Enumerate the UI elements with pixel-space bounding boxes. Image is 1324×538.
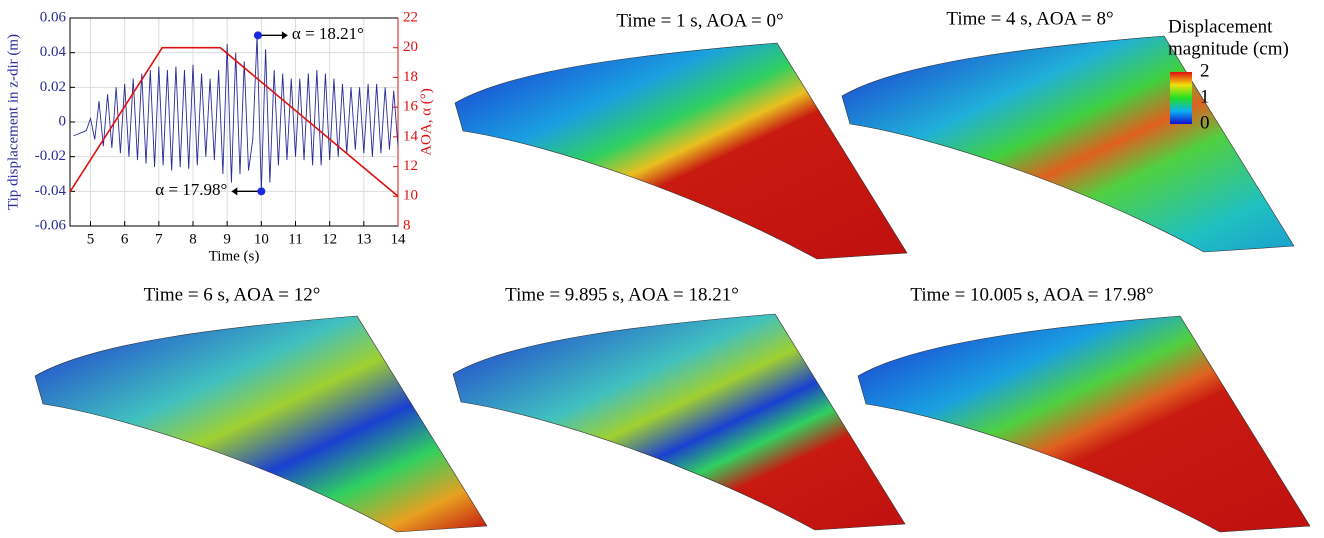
panel-title: Time = 10.005 s, AOA = 17.98° — [910, 284, 1153, 305]
x-tick-label: 12 — [322, 231, 337, 247]
wing-render — [841, 35, 1295, 253]
y-tick-label: 0.02 — [40, 79, 66, 95]
colorbar-title: Displacement — [1168, 16, 1273, 37]
x-tick-label: 14 — [391, 231, 407, 247]
panel-title: Time = 6 s, AOA = 12° — [144, 284, 321, 305]
colorbar-tick-label: 1 — [1200, 86, 1210, 107]
annotation-arrowhead — [231, 187, 238, 196]
annotation-point — [253, 31, 262, 40]
y2-tick-label: 10 — [403, 188, 418, 204]
panel-title: Time = 1 s, AOA = 0° — [616, 10, 783, 31]
x-tick-label: 7 — [155, 231, 163, 247]
wing-render — [452, 313, 906, 531]
x-tick-label: 6 — [121, 231, 129, 247]
annotation-label: α = 18.21° — [292, 24, 364, 43]
annotation-arrowhead — [281, 31, 288, 40]
colorbar-tick-label: 0 — [1200, 112, 1210, 133]
y-axis-label: Tip displacement in z-dir (m) — [5, 34, 21, 210]
x-tick-label: 13 — [356, 231, 371, 247]
panel-title: Time = 9.895 s, AOA = 18.21° — [505, 284, 739, 305]
colorbar-tick-label: 2 — [1200, 60, 1210, 81]
y2-tick-label: 18 — [403, 69, 418, 85]
annotation-point — [257, 187, 266, 196]
y2-tick-label: 12 — [403, 158, 418, 174]
y2-tick-label: 22 — [403, 9, 418, 25]
x-tick-label: 5 — [87, 231, 95, 247]
wing-render — [857, 315, 1311, 533]
panel-title: Time = 4 s, AOA = 8° — [946, 8, 1113, 29]
colorbar-title: magnitude (cm) — [1168, 38, 1289, 59]
y2-tick-label: 20 — [403, 39, 418, 55]
data-line — [73, 35, 399, 192]
y-tick-label: -0.02 — [35, 148, 66, 164]
x-tick-label: 8 — [189, 231, 197, 247]
wing-render — [454, 42, 908, 260]
y2-axis-label: AOA, α (°) — [418, 88, 434, 156]
x-tick-label: 11 — [288, 231, 302, 247]
y-tick-label: -0.06 — [35, 217, 67, 233]
y-tick-label: 0.06 — [40, 9, 67, 25]
x-axis-label: Time (s) — [209, 248, 260, 264]
y2-tick-label: 8 — [403, 217, 411, 233]
y2-tick-label: 16 — [403, 99, 419, 115]
y-tick-label: 0 — [59, 113, 67, 129]
wing-render — [34, 315, 488, 533]
x-tick-label: 9 — [223, 231, 231, 247]
y-tick-label: -0.04 — [35, 183, 67, 199]
x-tick-label: 10 — [254, 231, 269, 247]
data-line — [69, 46, 399, 197]
colorbar — [1170, 72, 1192, 124]
y-tick-label: 0.04 — [40, 44, 67, 60]
y2-tick-label: 14 — [403, 128, 419, 144]
annotation-label: α = 17.98° — [155, 180, 227, 199]
